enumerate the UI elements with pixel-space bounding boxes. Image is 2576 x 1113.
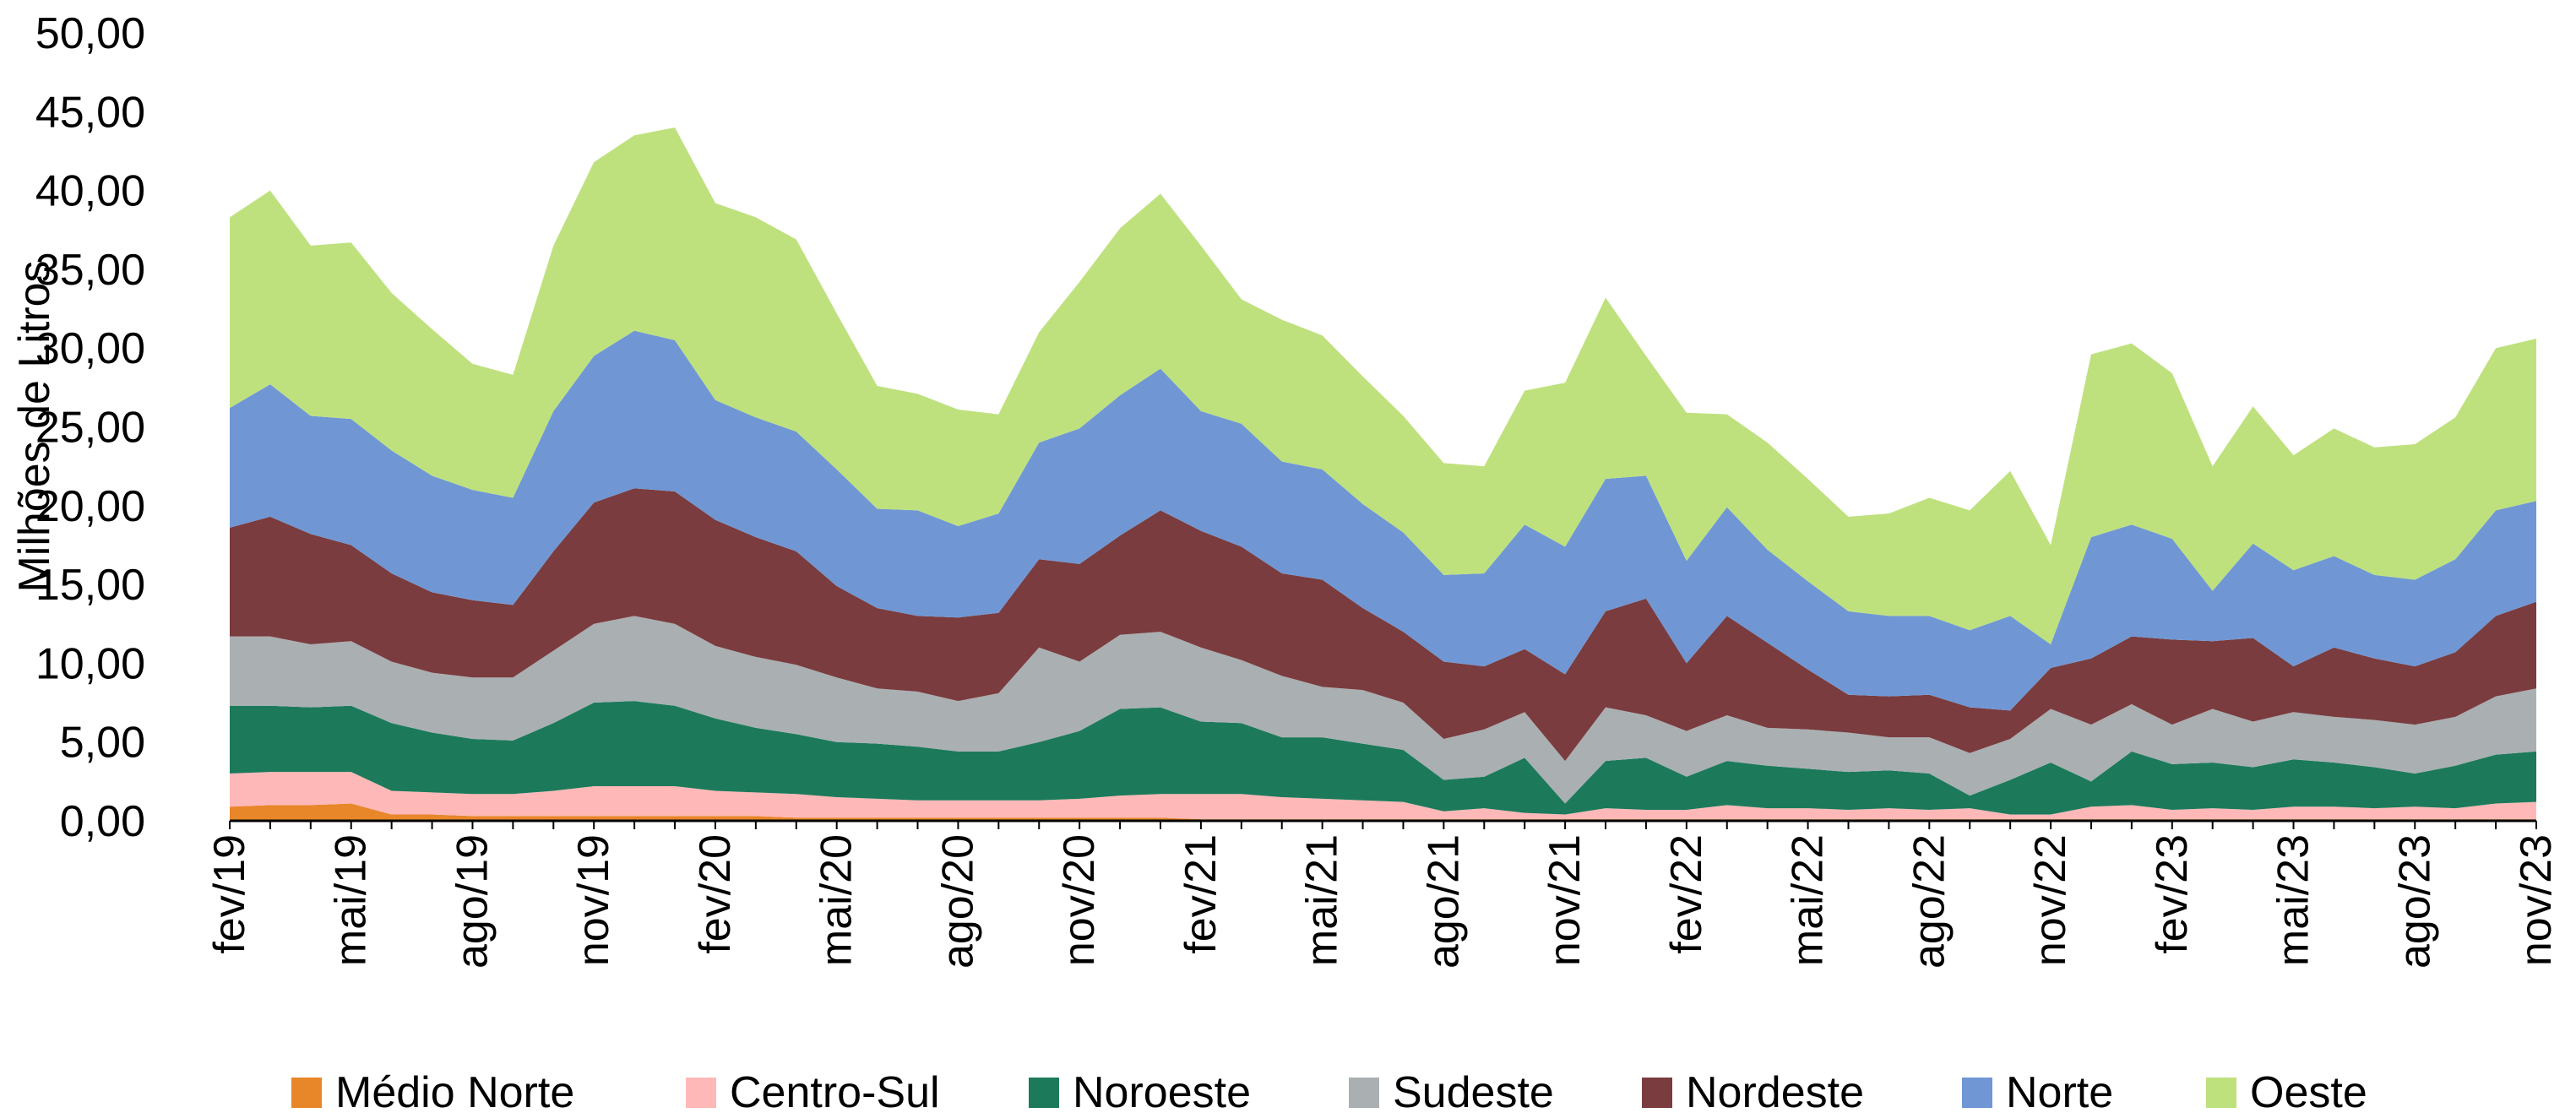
legend-swatch bbox=[1349, 1078, 1379, 1108]
legend-label: Oeste bbox=[2250, 1068, 2367, 1113]
x-tick-label: ago/22 bbox=[1905, 834, 1954, 969]
x-tick-label: fev/20 bbox=[691, 834, 740, 954]
y-tick-label: 15,00 bbox=[35, 561, 145, 610]
area bbox=[230, 330, 2536, 711]
legend-swatch bbox=[1642, 1078, 1672, 1108]
legend-swatch bbox=[291, 1078, 322, 1108]
legend-label: Centro-Sul bbox=[730, 1068, 940, 1113]
area bbox=[230, 616, 2536, 804]
x-tick-label: nov/22 bbox=[2026, 834, 2075, 966]
legend-swatch bbox=[686, 1078, 716, 1108]
x-tick-label: mai/23 bbox=[2269, 834, 2318, 966]
x-tick-label: nov/20 bbox=[1055, 834, 1104, 966]
legend-label: Nordeste bbox=[1686, 1068, 1864, 1113]
x-tick-label: nov/21 bbox=[1541, 834, 1590, 966]
legend-swatch bbox=[1962, 1078, 1992, 1108]
y-axis-title: Milhões de Litros bbox=[10, 260, 59, 592]
legend-swatch bbox=[1029, 1078, 1059, 1108]
legend-label: Norte bbox=[2006, 1068, 2113, 1113]
y-tick-label: 45,00 bbox=[35, 88, 145, 137]
area bbox=[230, 488, 2536, 762]
x-tick-label: nov/19 bbox=[569, 834, 618, 966]
x-tick-label: fev/21 bbox=[1177, 834, 1226, 954]
y-tick-label: 0,00 bbox=[60, 797, 145, 846]
x-tick-label: ago/21 bbox=[1419, 834, 1468, 969]
legend-label: Médio Norte bbox=[335, 1068, 574, 1113]
legend-label: Sudeste bbox=[1393, 1068, 1554, 1113]
y-tick-label: 5,00 bbox=[60, 719, 145, 768]
x-tick-label: fev/23 bbox=[2148, 834, 2197, 954]
x-tick-label: nov/23 bbox=[2512, 834, 2561, 966]
y-tick-label: 10,00 bbox=[35, 639, 145, 688]
x-tick-label: ago/23 bbox=[2390, 834, 2439, 969]
x-tick-label: mai/20 bbox=[812, 834, 861, 966]
x-tick-label: mai/21 bbox=[1298, 834, 1347, 966]
x-tick-label: ago/20 bbox=[933, 834, 982, 969]
y-tick-label: 35,00 bbox=[35, 246, 145, 295]
y-tick-label: 20,00 bbox=[35, 482, 145, 531]
legend-swatch bbox=[2206, 1078, 2236, 1108]
area bbox=[230, 127, 2536, 645]
y-tick-label: 40,00 bbox=[35, 167, 145, 216]
area bbox=[230, 803, 2536, 821]
x-tick-label: mai/19 bbox=[327, 834, 376, 966]
legend-label: Noroeste bbox=[1073, 1068, 1251, 1113]
y-tick-label: 25,00 bbox=[35, 404, 145, 453]
x-tick-label: fev/22 bbox=[1662, 834, 1711, 954]
y-tick-label: 50,00 bbox=[35, 9, 145, 58]
x-tick-label: mai/22 bbox=[1784, 834, 1833, 966]
x-tick-label: fev/19 bbox=[205, 834, 254, 954]
area bbox=[230, 772, 2536, 820]
area bbox=[230, 701, 2536, 815]
y-tick-label: 30,00 bbox=[35, 324, 145, 373]
x-tick-label: ago/19 bbox=[448, 834, 497, 969]
